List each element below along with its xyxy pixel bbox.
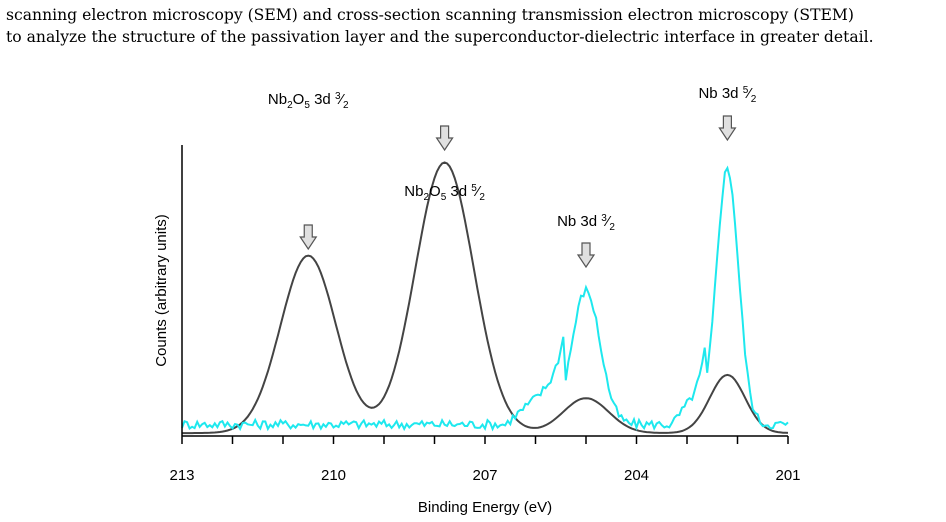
down-arrow-icon: [299, 224, 318, 251]
peak-annotation: Nb 3d 3⁄2: [557, 213, 615, 269]
peak-label: Nb 3d 3⁄2: [557, 213, 615, 233]
series-line-1: [182, 161, 789, 435]
paragraph-line-1: scanning electron microscopy (SEM) and c…: [6, 6, 854, 24]
peak-annotation: Nb 3d 5⁄2: [698, 85, 757, 142]
y-axis-label: Counts (arbitrary units): [153, 214, 170, 367]
down-arrow-icon: [435, 125, 454, 152]
x-axis-label: Binding Energy (eV): [418, 499, 552, 516]
peak-annotation: Nb2O5 3d 5⁄2: [404, 125, 485, 203]
down-arrow-icon: [718, 115, 737, 142]
x-tick-label: 210: [321, 467, 346, 484]
peak-annotation: Nb2O5 3d 3⁄2: [268, 91, 349, 251]
peak-label: Nb 3d 5⁄2: [698, 85, 756, 105]
peak-label: Nb2O5 3d 5⁄2: [404, 183, 485, 203]
series-line-2: [181, 165, 789, 432]
paragraph-line-2: to analyze the structure of the passivat…: [6, 28, 874, 46]
x-tick-label: 207: [472, 467, 497, 484]
x-tick-label: 204: [624, 467, 649, 484]
down-arrow-icon: [576, 242, 596, 269]
x-tick-label: 201: [775, 467, 800, 484]
x-tick-label: 213: [169, 467, 194, 484]
peak-label: Nb2O5 3d 3⁄2: [268, 91, 349, 111]
body-paragraph: scanning electron microscopy (SEM) and c…: [6, 4, 942, 48]
